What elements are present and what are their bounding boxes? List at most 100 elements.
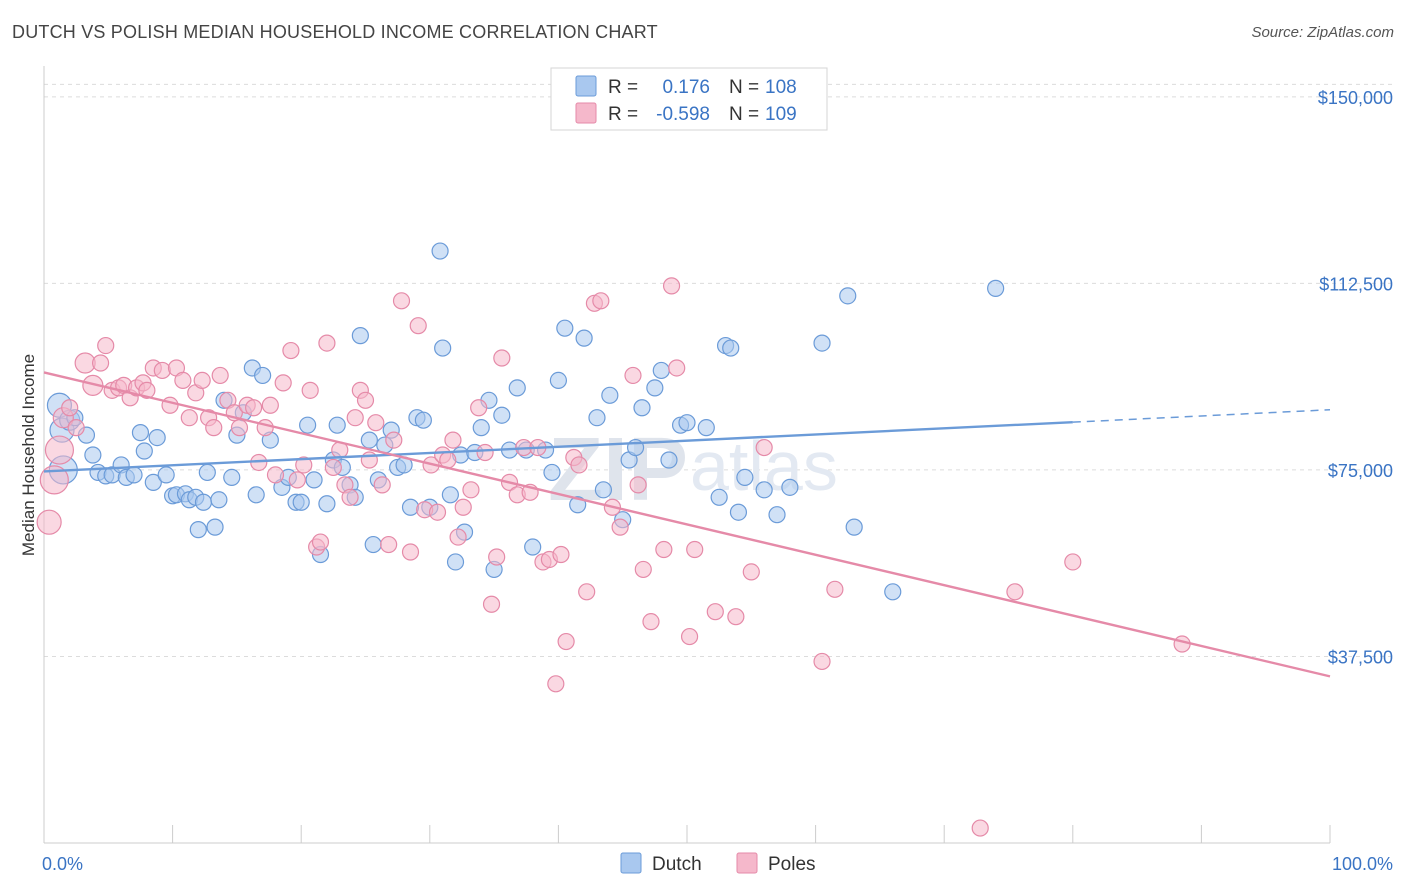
poles-point	[444, 431, 462, 449]
y-tick-label: $75,000	[1328, 461, 1393, 481]
dutch-point	[446, 553, 465, 571]
dutch-point	[472, 419, 490, 437]
poles-point	[180, 409, 198, 427]
dutch-point	[210, 491, 228, 509]
dutch-point	[148, 429, 166, 447]
legend-n-label-poles: N =	[729, 104, 759, 125]
dutch-point	[736, 468, 754, 486]
dutch-point	[884, 583, 902, 601]
poles-point	[392, 292, 411, 310]
dutch-point	[318, 495, 336, 513]
dutch-point	[575, 329, 593, 347]
y-tick-label: $150,000	[1318, 88, 1393, 108]
dutch-point	[813, 334, 831, 352]
poles-point	[266, 466, 285, 484]
legend-swatch-dutch	[575, 75, 597, 97]
poles-point	[476, 443, 494, 462]
poles-point	[301, 381, 319, 399]
poles-point	[727, 608, 745, 626]
poles-point	[295, 456, 313, 474]
poles-point	[668, 359, 686, 377]
poles-point	[174, 371, 192, 389]
dutch-point	[508, 379, 526, 397]
dutch-point	[729, 503, 748, 521]
dutch-point	[601, 386, 619, 404]
poles-point	[1173, 635, 1191, 653]
dutch-point	[594, 481, 613, 499]
bottom-legend: Dutch Poles	[620, 852, 816, 875]
poles-point	[61, 399, 79, 417]
poles-point	[634, 560, 652, 579]
poles-point	[428, 503, 447, 521]
dutch-point	[360, 431, 378, 449]
dutch-point	[189, 521, 207, 539]
dutch-point	[588, 409, 606, 427]
poles-point	[230, 419, 249, 437]
dutch-point	[299, 416, 317, 434]
axes	[43, 66, 1331, 844]
poles-point	[592, 292, 610, 310]
dutch-point	[839, 287, 857, 305]
data-points	[36, 242, 1191, 837]
poles-point	[680, 627, 699, 646]
poles-point	[39, 465, 69, 495]
poles-point	[570, 456, 588, 474]
legend-r-label-poles: R =	[608, 104, 638, 125]
dutch-point	[633, 399, 651, 417]
poles-point	[755, 438, 773, 457]
dutch-point	[697, 419, 715, 437]
y-tick-label: $112,500	[1319, 274, 1393, 294]
poles-point	[409, 317, 427, 335]
dutch-point	[845, 518, 863, 536]
poles-point	[742, 563, 760, 581]
poles-point	[346, 409, 364, 427]
legend-r-value-poles: -0.598	[656, 104, 710, 125]
dutch-point	[710, 488, 728, 506]
dutch-point	[755, 481, 773, 499]
poles-point	[662, 277, 681, 295]
poles-point	[356, 391, 375, 409]
dutch-point	[781, 478, 799, 496]
poles-point	[449, 528, 467, 546]
legend-box	[550, 67, 828, 131]
dutch-point	[254, 366, 272, 385]
dutch-point	[678, 414, 696, 432]
poles-point	[256, 419, 274, 437]
poles-point	[44, 435, 75, 465]
poles-point	[401, 543, 420, 561]
poles-point	[67, 419, 85, 437]
dutch-point	[569, 496, 587, 514]
poles-point	[380, 535, 398, 554]
bottom-legend-swatch-dutch	[620, 852, 642, 874]
poles-point	[288, 471, 306, 489]
poles-point	[462, 481, 480, 499]
poles-point	[642, 613, 660, 631]
legend-n-value-dutch: 108	[765, 77, 797, 98]
poles-point	[373, 476, 391, 494]
dutch-point	[543, 463, 561, 482]
dutch-point	[549, 371, 568, 389]
poles-point	[557, 632, 575, 651]
bottom-legend-swatch-poles	[736, 852, 758, 874]
legend-swatch-poles	[575, 102, 597, 124]
dutch-point	[292, 493, 310, 511]
poles-point	[624, 366, 642, 385]
poles-point	[282, 341, 300, 360]
poles-point	[1064, 553, 1082, 571]
poles-point	[205, 419, 223, 437]
poles-point	[470, 399, 488, 417]
poles-point	[655, 540, 673, 559]
poles-point	[245, 399, 263, 417]
poles-point	[324, 458, 342, 477]
chart-title: DUTCH VS POLISH MEDIAN HOUSEHOLD INCOME …	[12, 22, 658, 42]
poles-point	[91, 354, 110, 372]
dutch-point	[194, 493, 213, 511]
dutch-point	[431, 242, 449, 260]
dutch-point	[556, 319, 574, 337]
dutch-point	[441, 486, 459, 504]
legend-r-value-dutch: 0.176	[662, 77, 710, 98]
legend-n-label-dutch: N =	[729, 77, 759, 98]
source-credit: Source: ZipAtlas.com	[1251, 24, 1394, 41]
dutch-point	[414, 411, 432, 429]
